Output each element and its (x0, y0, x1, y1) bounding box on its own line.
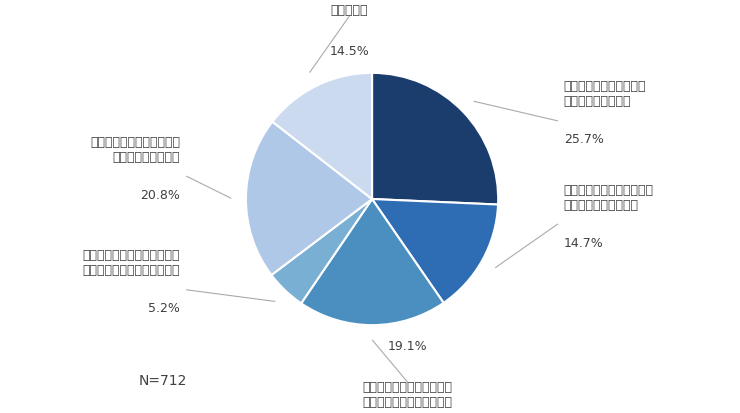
Wedge shape (246, 122, 372, 275)
Text: 取り組みは行っていないが、
今後取り組みを予定している: 取り組みは行っていないが、 今後取り組みを予定している (83, 249, 181, 277)
Text: 取り組みは行っておらず、
取り組む予定もない: 取り組みは行っておらず、 取り組む予定もない (90, 136, 181, 164)
Text: N=712: N=712 (138, 374, 187, 388)
Text: 14.5%: 14.5% (329, 45, 369, 58)
Text: 19.1%: 19.1% (388, 340, 427, 353)
Wedge shape (372, 199, 498, 303)
Text: 14.7%: 14.7% (564, 237, 604, 250)
Text: 取り組みを行っているが、
改善効果はまだわからない: 取り組みを行っているが、 改善効果はまだわからない (363, 381, 452, 408)
Text: 20.8%: 20.8% (141, 189, 181, 202)
Text: 取り組みを行っているが、
改善効果が出ていない: 取り組みを行っているが、 改善効果が出ていない (564, 184, 653, 211)
Wedge shape (272, 73, 372, 199)
Text: わからない: わからない (331, 5, 368, 17)
Text: 25.7%: 25.7% (564, 133, 604, 147)
Text: 取り組みを行っており、
改善効果が出ている: 取り組みを行っており、 改善効果が出ている (564, 80, 646, 108)
Wedge shape (272, 199, 372, 303)
Text: 5.2%: 5.2% (149, 302, 181, 316)
Wedge shape (301, 199, 443, 325)
Wedge shape (372, 73, 498, 204)
